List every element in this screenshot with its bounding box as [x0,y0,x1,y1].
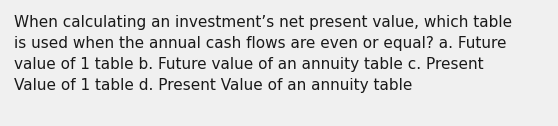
Text: When calculating an investment’s net present value, which table
is used when the: When calculating an investment’s net pre… [14,15,512,93]
